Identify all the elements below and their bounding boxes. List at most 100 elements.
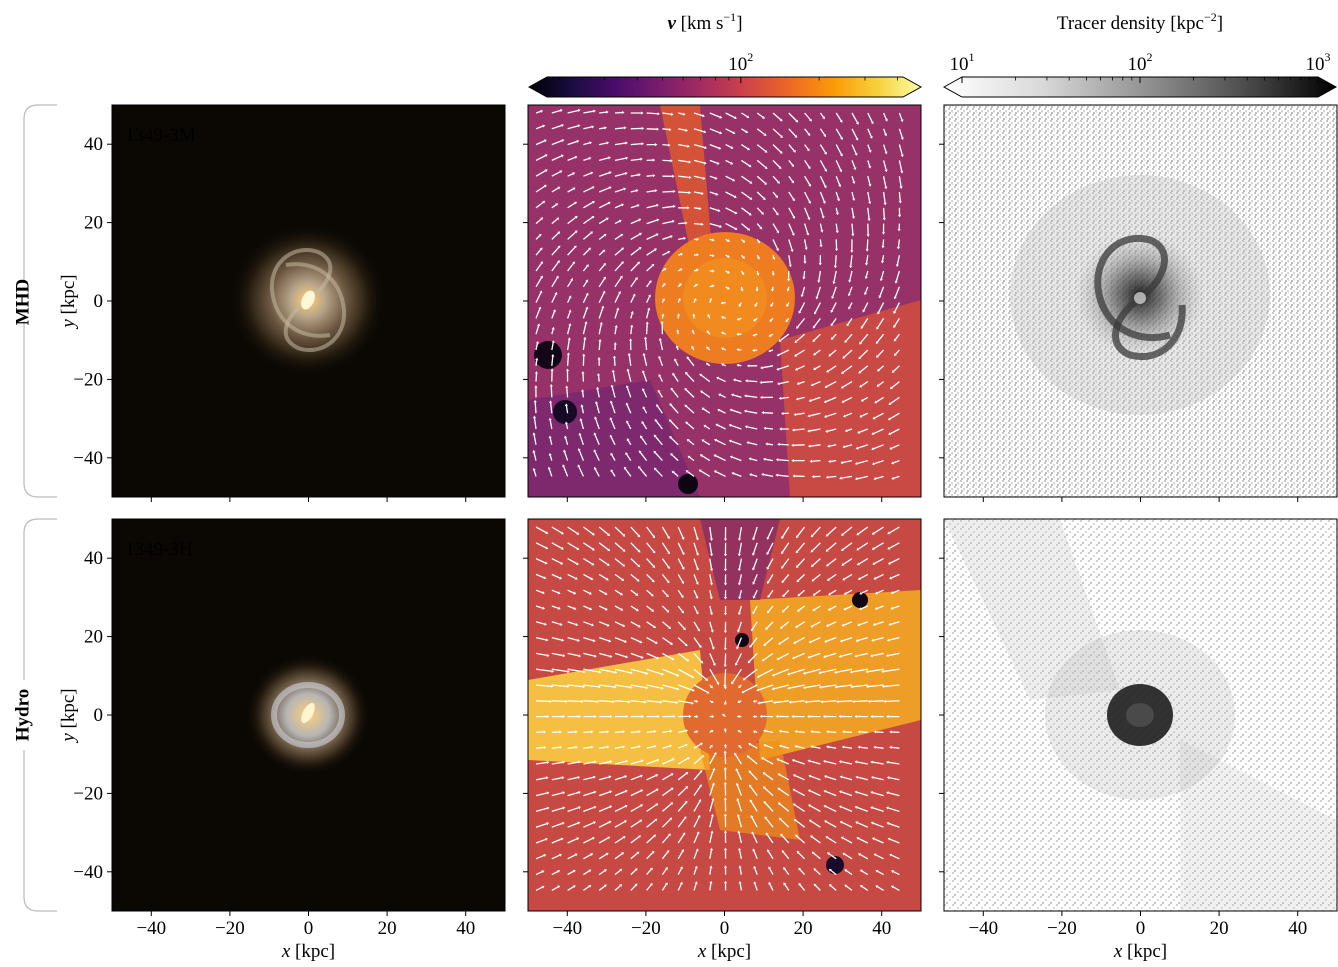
velocity-arrowhead — [881, 684, 885, 689]
velocity-arrowhead — [841, 400, 845, 403]
velocity-arrowhead — [593, 449, 597, 453]
velocity-arrowhead — [539, 290, 543, 294]
velocity-arrowhead — [592, 200, 595, 204]
velocity-arrow — [876, 589, 884, 594]
velocity-arrow — [819, 144, 826, 153]
velocity-arrow — [772, 144, 782, 153]
velocity-arrow — [831, 318, 837, 325]
velocity-arrow — [723, 332, 726, 335]
velocity-arrowhead — [781, 609, 785, 613]
velocity-arrowhead — [887, 531, 891, 535]
velocity-arrow — [693, 684, 708, 693]
velocity-arrow — [772, 175, 779, 183]
velocity-arrowhead — [709, 582, 714, 586]
velocity-arrow — [614, 869, 621, 876]
velocity-arrowhead — [645, 686, 649, 690]
velocity-arrow — [725, 270, 729, 273]
velocity-arrowhead — [606, 563, 610, 566]
velocity-arrow — [767, 542, 774, 554]
velocity-arrowhead — [576, 837, 580, 841]
velocity-arrowhead — [808, 804, 812, 808]
velocity-arrow — [564, 451, 569, 461]
velocity-arrowhead — [626, 368, 630, 372]
velocity-arrow — [848, 302, 853, 308]
velocity-arrow — [812, 621, 821, 627]
velocity-arrow — [567, 746, 576, 749]
velocity-arrow — [868, 684, 884, 688]
velocity-arrowhead — [748, 742, 752, 746]
velocity-arrow — [677, 802, 687, 812]
velocity-arrowhead — [594, 714, 597, 719]
velocity-arrowhead — [593, 432, 597, 436]
velocity-arrow — [709, 769, 715, 781]
velocity-arrowhead — [756, 675, 760, 678]
velocity-arrowhead — [792, 774, 796, 778]
velocity-arrow — [535, 886, 543, 891]
velocity-arrowhead — [603, 262, 606, 266]
velocity-arrowhead — [706, 690, 710, 694]
velocity-arrow — [819, 223, 823, 231]
velocity-arrowhead — [670, 642, 673, 645]
velocity-arrow — [835, 160, 842, 171]
velocity-arrow — [598, 202, 609, 209]
velocity-arrow — [725, 144, 732, 149]
velocity-arrowhead — [792, 788, 796, 792]
velocity-arrow — [551, 187, 559, 193]
velocity-arrow — [875, 573, 884, 579]
velocity-arrow — [816, 286, 822, 298]
velocity-arrow — [611, 454, 616, 461]
velocity-arrowhead — [743, 409, 747, 413]
velocity-arrowhead — [777, 382, 780, 386]
velocity-arrow — [693, 833, 699, 844]
velocity-arrow — [741, 207, 750, 215]
velocity-arrow — [535, 823, 547, 828]
y-tick-label: 0 — [94, 705, 104, 726]
velocity-arrow — [875, 475, 884, 480]
velocity-arrow — [775, 700, 789, 704]
velocity-arrow — [798, 605, 805, 611]
velocity-arrow — [551, 218, 558, 225]
velocity-arrow — [551, 668, 568, 673]
velocity-arrow — [891, 746, 900, 749]
velocity-arrowhead — [886, 760, 889, 764]
velocity-arrow — [551, 854, 560, 860]
velocity-arrow — [693, 526, 698, 539]
velocity-arrowhead — [607, 548, 611, 552]
velocity-arrow — [582, 281, 588, 288]
velocity-arrowhead — [623, 187, 627, 191]
velocity-arrow — [583, 605, 591, 610]
velocity-arrowhead — [652, 174, 656, 178]
velocity-arrowhead — [656, 656, 660, 660]
velocity-arrowhead — [762, 115, 766, 119]
velocity-arrowhead — [564, 421, 569, 425]
velocity-arrow — [873, 838, 884, 844]
run-label-mhd: 1349-3M — [125, 125, 196, 146]
velocity-arrow — [630, 204, 638, 209]
velocity-arrowhead — [625, 714, 629, 719]
velocity-arrow — [614, 731, 623, 734]
velocity-arrow — [709, 238, 713, 241]
velocity-arrowhead — [675, 700, 679, 705]
velocity-arrow — [646, 637, 656, 644]
velocity-arrowhead — [665, 866, 668, 870]
velocity-arrowhead — [738, 847, 742, 851]
velocity-arrow — [782, 851, 790, 860]
velocity-arrow — [583, 558, 593, 565]
velocity-arrowhead — [878, 295, 882, 299]
velocity-arrow — [598, 605, 606, 610]
y-tick-label: −40 — [73, 862, 103, 883]
velocity-arrow — [595, 403, 600, 414]
velocity-arrow — [598, 542, 609, 551]
velocity-arrow — [662, 684, 678, 690]
velocity-arrowhead — [560, 154, 564, 158]
velocity-arrow — [567, 526, 578, 534]
velocity-arrow — [884, 684, 900, 688]
tracer-colorbar-tick-label: 103 — [1306, 50, 1331, 75]
velocity-arrow — [627, 370, 632, 382]
velocity-arrowhead — [620, 592, 624, 596]
velocity-arrow — [630, 262, 639, 272]
velocity-arrowhead — [593, 790, 597, 794]
velocity-arrow — [535, 605, 543, 609]
velocity-arrow — [872, 807, 884, 813]
velocity-arrowhead — [576, 532, 580, 535]
